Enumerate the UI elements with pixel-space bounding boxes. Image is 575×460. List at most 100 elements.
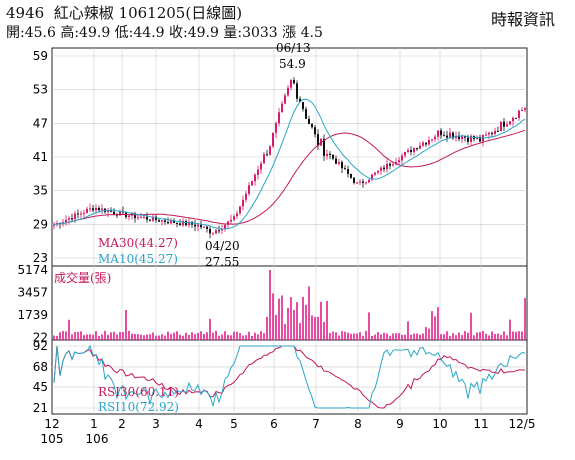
volume-tick: 3457 [17, 286, 48, 300]
volume-bar [353, 333, 355, 340]
candle-body [317, 134, 319, 146]
candle-body [365, 182, 367, 184]
volume-bar [137, 334, 139, 340]
candle-body [227, 221, 229, 225]
volume-bar [284, 324, 286, 340]
candle-body [110, 210, 112, 212]
price-tick: 59 [33, 49, 48, 63]
candle-body [284, 95, 286, 104]
month-tick: 10 [432, 417, 447, 431]
candle-body [194, 224, 196, 227]
candle-body [470, 135, 472, 142]
volume-bar [77, 331, 79, 340]
candle-body [203, 226, 205, 228]
month-tick: 7 [312, 417, 320, 431]
candle-body [275, 123, 277, 133]
month-tick: 1 [90, 417, 98, 431]
volume-bar [80, 331, 82, 340]
volume-bar [224, 331, 226, 340]
volume-bar [194, 334, 196, 340]
volume-bar [122, 332, 124, 340]
volume-bar [257, 334, 259, 340]
candle-body [86, 208, 88, 213]
rsi10-legend: RSI10(72.92) [98, 400, 179, 414]
volume-bar [449, 335, 451, 340]
volume-bar [398, 333, 400, 340]
volume-bar [119, 332, 121, 340]
candle-body [386, 163, 388, 170]
candle-body [491, 132, 493, 134]
candle-body [353, 177, 355, 183]
candle-body [134, 213, 136, 219]
month-tick: 11 [473, 417, 488, 431]
candle-body [308, 118, 310, 124]
volume-bar [455, 335, 457, 340]
ohlc-summary: 開:45.6 高:49.9 低:44.9 收:49.9 量:3033 漲 4.5 [6, 25, 323, 41]
candle-body [374, 172, 376, 175]
volume-bars [53, 270, 526, 340]
candle-body [356, 182, 358, 184]
candle-body [215, 230, 217, 234]
candle-body [230, 219, 232, 222]
candle-body [152, 216, 154, 221]
volume-bar [83, 335, 85, 340]
volume-bar [227, 334, 229, 340]
candle-body [167, 221, 169, 224]
candle-body [176, 223, 178, 225]
volume-bar [161, 334, 163, 340]
volume-bar [272, 293, 274, 340]
candle-body [143, 216, 145, 218]
volume-bar [158, 335, 160, 340]
volume-bar [299, 323, 301, 340]
volume-bar [377, 332, 379, 340]
candle-body [503, 121, 505, 127]
candle-body [164, 220, 166, 222]
candle-body [65, 219, 67, 223]
candle-body [128, 215, 130, 218]
volume-bar [389, 335, 391, 340]
candle-body [362, 181, 364, 184]
volume-bar [317, 316, 319, 340]
candle-body [206, 226, 208, 229]
volume-bar [68, 319, 70, 340]
candle-body [392, 164, 394, 166]
month-tick: 3 [152, 417, 160, 431]
candle-body [107, 210, 109, 213]
price-tick: 47 [33, 116, 48, 130]
candle-body [245, 193, 247, 200]
candle-body [278, 112, 280, 124]
ma10-legend: MA10(45.27) [98, 252, 178, 266]
volume-bar [410, 334, 412, 340]
indicator-lines [53, 98, 526, 409]
candle-body [296, 83, 298, 99]
volume-bar [239, 333, 241, 340]
candle-body [518, 110, 520, 119]
volume-bar [374, 334, 376, 340]
candle-body [293, 80, 295, 84]
volume-bar [200, 331, 202, 340]
candle-body [248, 185, 250, 194]
volume-bar [506, 335, 508, 340]
volume-bar [98, 336, 100, 340]
month-tick: 4 [195, 417, 203, 431]
volume-bar [176, 331, 178, 340]
volume-bar [413, 333, 415, 340]
candle-body [221, 228, 223, 231]
volume-bar [335, 332, 337, 340]
candle-body [158, 220, 160, 222]
chart-kind: (日線圖) [185, 4, 243, 22]
volume-bar [401, 334, 403, 340]
volume-bar [305, 304, 307, 340]
volume-bar [464, 331, 466, 340]
volume-bar [71, 334, 73, 340]
volume-bar [518, 331, 520, 340]
volume-bar [164, 335, 166, 340]
candle-body [413, 148, 415, 153]
candle-body [257, 169, 259, 175]
candle-body [500, 121, 502, 132]
rsi-tick: 92 [33, 339, 48, 353]
candle-body [389, 163, 391, 166]
peak-date-label: 06/13 [276, 41, 311, 55]
brand-label: 時報資訊 [490, 10, 555, 29]
candle-body [467, 137, 469, 142]
